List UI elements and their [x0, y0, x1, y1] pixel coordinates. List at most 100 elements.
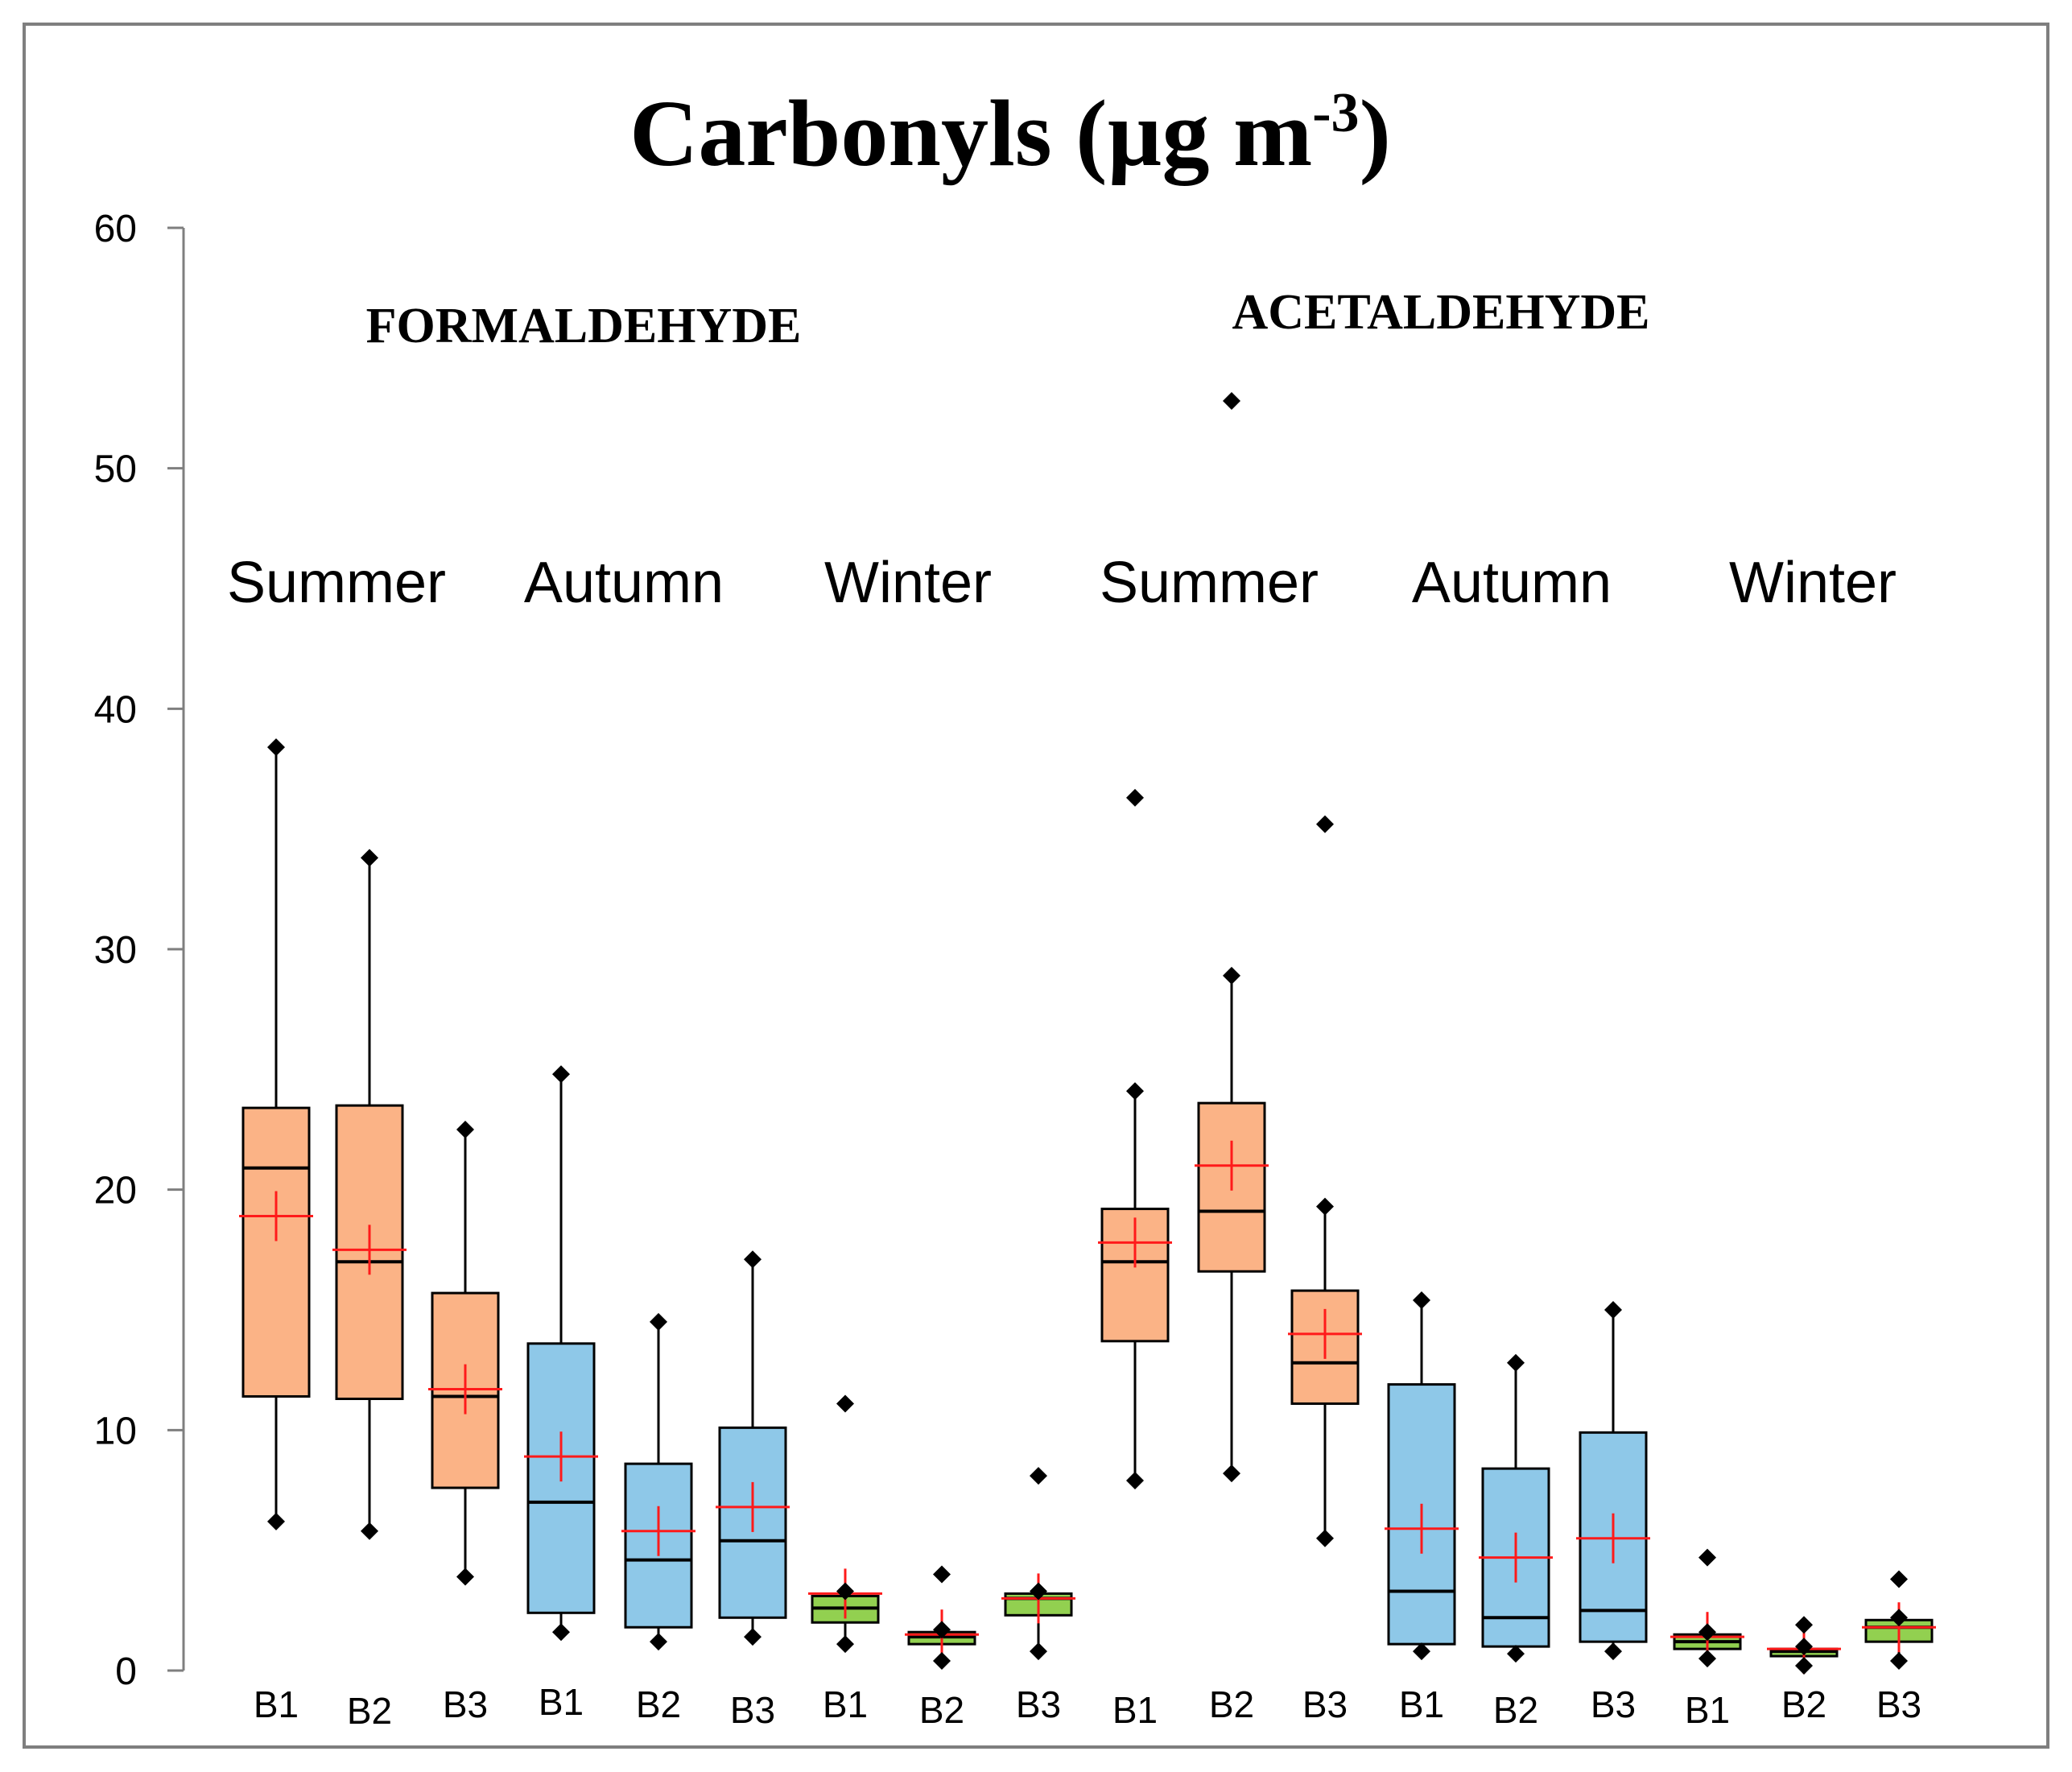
y-tick-label: 60: [94, 208, 137, 250]
y-tick-label: 10: [94, 1410, 137, 1452]
chart-title-sup: -3: [1312, 82, 1359, 144]
extreme-point-marker: [456, 1568, 474, 1586]
extreme-point-marker: [1795, 1657, 1813, 1675]
chart-border: [23, 23, 2049, 1749]
box-plot: B1: [524, 1065, 598, 1723]
y-tick-label: 50: [94, 448, 137, 491]
extreme-point-marker: [1030, 1642, 1047, 1661]
y-tick-label: 20: [94, 1170, 137, 1212]
extreme-point-marker: [1795, 1638, 1813, 1656]
category-label: B1: [1112, 1689, 1158, 1731]
extreme-point-marker: [1507, 1353, 1525, 1372]
season-label-acetaldehyde-summer: Summer: [1100, 551, 1319, 615]
box-plot: B3: [1001, 1467, 1075, 1725]
extreme-point-marker: [836, 1582, 854, 1601]
box-plot: B2: [905, 1565, 979, 1731]
extreme-point-marker: [1413, 1642, 1430, 1661]
chart-title-main: Carbonyls (µg m: [629, 81, 1312, 186]
category-label: B2: [347, 1690, 392, 1732]
extreme-point-marker: [1223, 392, 1240, 411]
extreme-point-marker: [1316, 1529, 1334, 1547]
box-plot: B3: [1862, 1570, 1936, 1725]
extreme-point-marker: [1316, 1197, 1334, 1216]
season-label-formaldehyde-winter: Winter: [824, 551, 992, 615]
extreme-point-marker: [650, 1312, 667, 1331]
category-label: B1: [1685, 1689, 1730, 1731]
extreme-point-marker: [744, 1250, 762, 1269]
extreme-point-marker: [1890, 1570, 1908, 1588]
category-label: B3: [730, 1689, 775, 1731]
season-label-formaldehyde-summer: Summer: [227, 551, 446, 615]
category-label: B1: [823, 1683, 868, 1725]
extreme-point-marker: [1030, 1582, 1047, 1601]
extreme-point-marker: [836, 1635, 854, 1654]
category-label: B2: [1493, 1689, 1538, 1731]
extreme-point-marker: [1030, 1467, 1047, 1485]
extreme-point-marker: [1604, 1301, 1622, 1319]
extreme-point-marker: [267, 738, 285, 757]
chart-title: Carbonyls (µg m-3): [629, 81, 1391, 186]
extreme-point-marker: [552, 1623, 570, 1642]
group-label-acetaldehyde: ACETALDEHYDE: [1232, 285, 1649, 340]
category-label: B1: [254, 1683, 299, 1725]
y-tick-label: 30: [94, 929, 137, 972]
box-plot: B2: [1479, 1353, 1553, 1731]
extreme-point-marker: [1890, 1652, 1908, 1671]
extreme-point-marker: [1126, 1082, 1144, 1101]
extreme-point-marker: [1413, 1291, 1430, 1310]
box-plot: B3: [428, 1121, 502, 1725]
category-label: B2: [636, 1683, 681, 1725]
category-label: B2: [1781, 1683, 1826, 1725]
category-label: B3: [1302, 1683, 1348, 1725]
extreme-point-marker: [1223, 1464, 1240, 1483]
extreme-point-marker: [836, 1394, 854, 1413]
category-label: B1: [539, 1681, 584, 1723]
group-label-formaldehyde: FORMALDEHYDE: [366, 299, 802, 353]
extreme-point-marker: [1698, 1548, 1716, 1567]
box-plot: B2: [332, 849, 407, 1732]
season-label-acetaldehyde-autumn: Autumn: [1412, 551, 1612, 615]
box-plot: B1: [1098, 788, 1172, 1731]
box-plot: B1: [1385, 1291, 1459, 1725]
season-label-acetaldehyde-winter: Winter: [1729, 551, 1897, 615]
category-label: B2: [1209, 1683, 1254, 1725]
chart-title-end: ): [1360, 81, 1391, 186]
y-tick-label: 0: [115, 1650, 137, 1693]
box-plot: B2: [1195, 392, 1269, 1725]
extreme-point-marker: [933, 1621, 951, 1639]
box-plot: B2: [1767, 1616, 1841, 1725]
extreme-point-marker: [650, 1633, 667, 1651]
extreme-point-marker: [267, 1512, 285, 1530]
extreme-point-marker: [1316, 815, 1334, 833]
box-plot: B3: [1288, 815, 1362, 1725]
extreme-point-marker: [361, 849, 378, 867]
category-label: B3: [443, 1683, 488, 1725]
box-plot: B3: [716, 1250, 790, 1731]
category-label: B3: [1591, 1683, 1636, 1725]
category-label: B3: [1016, 1683, 1061, 1725]
extreme-point-marker: [1126, 788, 1144, 807]
box-plot-series: B1 B2 B3 B1 B2 B3 B1 B2 B3 B1 B2 B3 B1 B2 B3 B1 B2 B3: [239, 392, 1936, 1732]
extreme-point-marker: [361, 1522, 378, 1540]
extreme-point-marker: [933, 1652, 951, 1671]
extreme-point-marker: [1126, 1472, 1144, 1490]
extreme-point-marker: [1604, 1642, 1622, 1661]
extreme-point-marker: [1507, 1645, 1525, 1663]
extreme-point-marker: [744, 1628, 762, 1646]
category-label: B3: [1876, 1683, 1921, 1725]
box-plot: B1: [808, 1394, 882, 1725]
box-plot: B2: [621, 1312, 695, 1725]
extreme-point-marker: [1698, 1650, 1716, 1668]
extreme-point-marker: [1890, 1609, 1908, 1627]
category-label: B1: [1399, 1683, 1444, 1725]
extreme-point-marker: [1795, 1616, 1813, 1634]
y-axis: 0 10 20 30 40 50 60: [94, 208, 185, 1693]
iqr-box: [241, 1106, 311, 1398]
extreme-point-marker: [1223, 966, 1240, 985]
extreme-point-marker: [456, 1121, 474, 1138]
y-tick-label: 40: [94, 688, 137, 731]
extreme-point-marker: [1698, 1623, 1716, 1642]
category-label: B2: [919, 1689, 964, 1731]
box-plot: B1: [1670, 1548, 1744, 1731]
